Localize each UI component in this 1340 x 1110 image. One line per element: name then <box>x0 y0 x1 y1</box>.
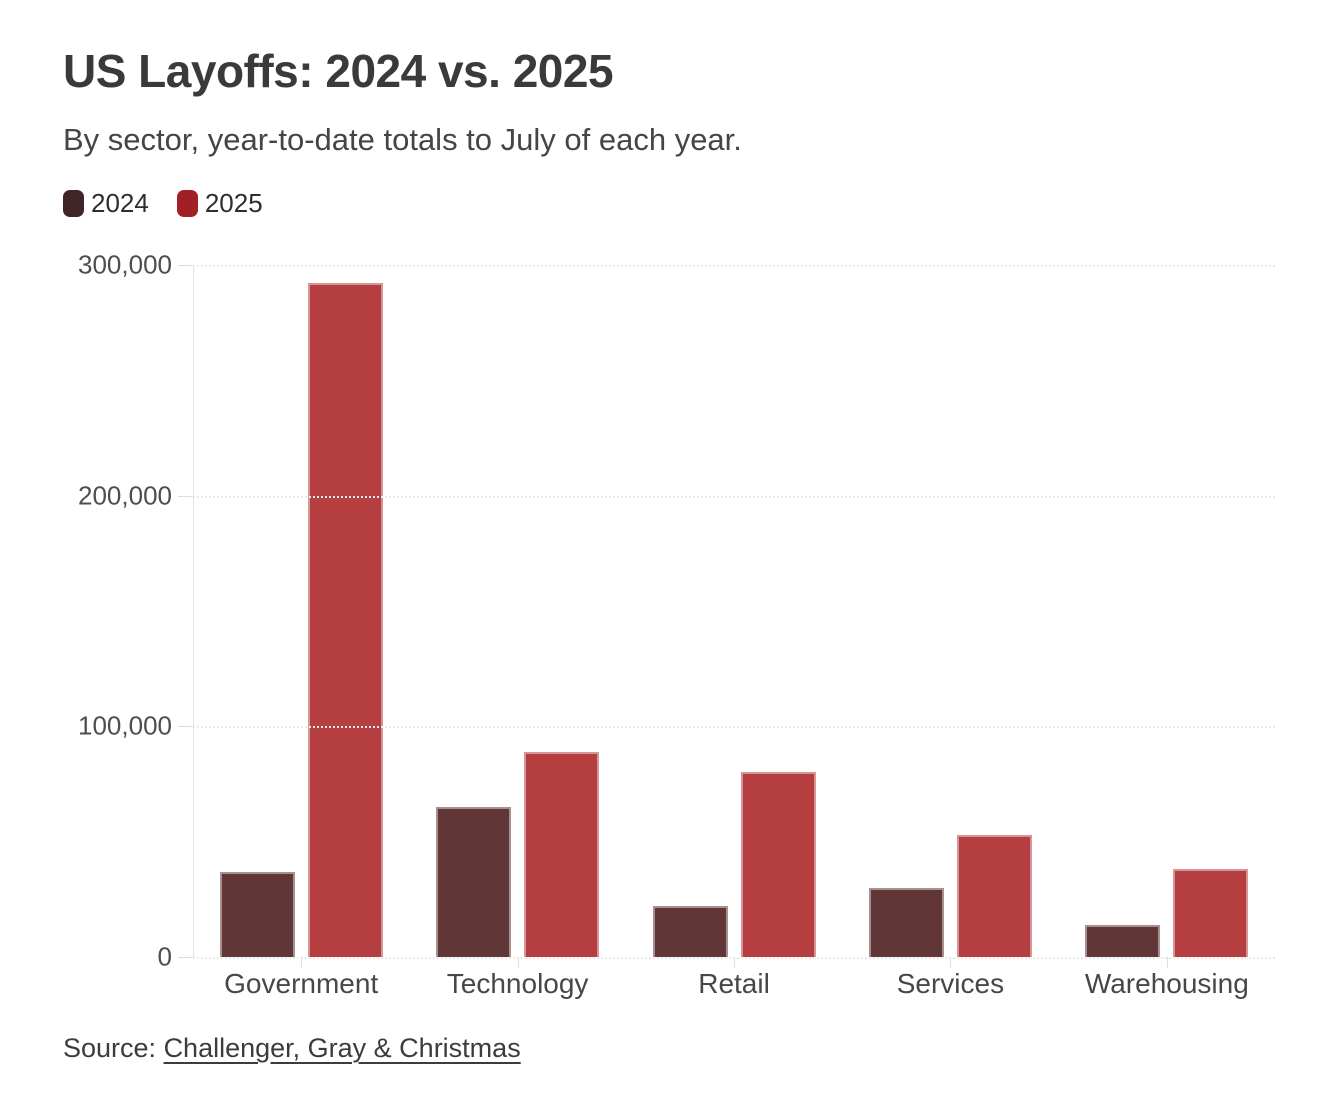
legend-swatch-2024 <box>63 190 84 217</box>
bar-group-warehousing <box>1059 265 1275 957</box>
x-label-retail: Retail <box>698 968 770 999</box>
source-link[interactable]: Challenger, Gray & Christmas <box>163 1033 521 1063</box>
source-prefix: Source: <box>63 1033 164 1063</box>
bar-group-services <box>842 265 1058 957</box>
bar-2025-technology <box>524 751 600 957</box>
bar-2025-government <box>307 283 383 957</box>
bar-group-retail <box>626 265 842 957</box>
bar-2024-warehousing <box>1085 924 1161 957</box>
legend-item-2025: 2025 <box>176 188 263 219</box>
y-axis-labels: 300,000 200,000 100,000 0 <box>0 250 172 972</box>
y-tick-label-300000: 300,000 <box>78 249 172 280</box>
y-tick-mark-100000 <box>178 726 193 728</box>
x-tick-mark-technology <box>517 957 519 968</box>
y-tick-label-200000: 200,000 <box>78 480 172 511</box>
y-tick-mark-300000 <box>178 265 193 266</box>
x-axis-labels: Government Technology Retail Services Wareho… <box>193 968 1275 1000</box>
plot-area <box>193 265 1275 968</box>
y-tick-label-100000: 100,000 <box>78 710 172 741</box>
bar-2024-technology <box>436 807 512 957</box>
x-label-government: Government <box>224 968 379 999</box>
bar-pair-government <box>219 265 383 957</box>
bar-2024-retail <box>652 906 728 957</box>
x-tick-mark-government <box>301 957 303 968</box>
legend-label-2025: 2025 <box>204 188 263 218</box>
legend: 2024 2025 <box>63 188 263 219</box>
bar-group-government <box>193 265 409 957</box>
gridline-200000 <box>193 495 1275 498</box>
bar-pair-technology <box>436 265 600 957</box>
x-tick-mark-retail <box>734 957 735 968</box>
y-tick-mark-0 <box>178 957 193 958</box>
legend-swatch-2025 <box>176 190 198 217</box>
y-tick-label-0: 0 <box>157 941 172 972</box>
legend-label-2024: 2024 <box>91 188 149 218</box>
bar-pair-warehousing <box>1085 265 1249 957</box>
chart-title: US Layoffs: 2024 vs. 2025 <box>63 45 614 97</box>
gridline-300000 <box>193 265 1275 267</box>
bar-2025-services <box>956 834 1032 957</box>
x-label-services: Services <box>896 968 1005 999</box>
legend-item-2024: 2024 <box>63 188 149 219</box>
bar-pair-retail <box>652 265 816 957</box>
y-tick-mark-200000 <box>178 495 193 497</box>
bar-pair-services <box>868 265 1032 957</box>
bar-2025-warehousing <box>1173 869 1249 957</box>
bar-2025-retail <box>740 772 816 957</box>
x-label-technology: Technology <box>446 968 589 999</box>
x-tick-mark-warehousing <box>1166 957 1168 968</box>
chart-subtitle: By sector, year-to-date totals to July o… <box>63 122 742 157</box>
bar-2024-services <box>868 887 944 957</box>
y-axis-line <box>193 265 194 957</box>
source-row: Source: Challenger, Gray & Christmas <box>63 1033 521 1064</box>
x-label-warehousing: Warehousing <box>1084 968 1249 999</box>
bar-2024-government <box>219 871 295 957</box>
x-tick-mark-services <box>950 957 952 968</box>
bar-group-technology <box>409 265 625 957</box>
bar-groups <box>193 265 1275 957</box>
gridline-100000 <box>193 726 1275 729</box>
